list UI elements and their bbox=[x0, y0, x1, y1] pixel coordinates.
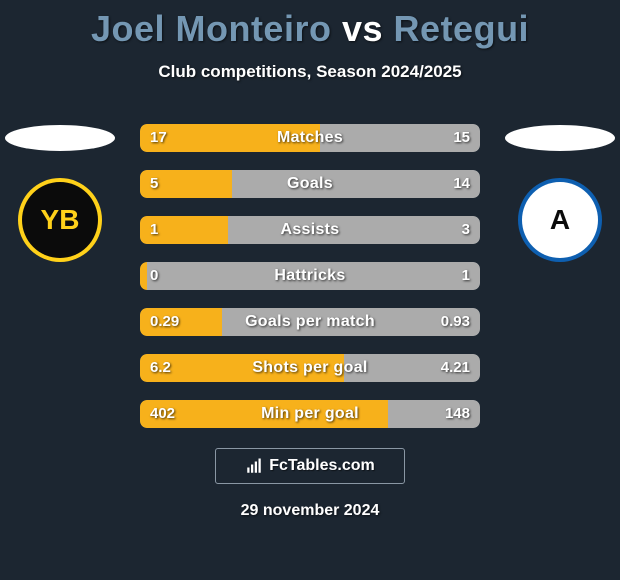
vs-label: vs bbox=[342, 8, 383, 49]
stat-row: 13Assists bbox=[140, 216, 480, 244]
stat-label: Goals bbox=[140, 170, 480, 198]
player1-name: Joel Monteiro bbox=[91, 8, 332, 49]
stat-row: 514Goals bbox=[140, 170, 480, 198]
stat-row: 0.290.93Goals per match bbox=[140, 308, 480, 336]
stats-container: 1715Matches 514Goals 13Assists 01Hattricks 0… bbox=[140, 124, 480, 446]
stat-label: Assists bbox=[140, 216, 480, 244]
stat-row: 6.24.21Shots per goal bbox=[140, 354, 480, 382]
club-badge-right: A bbox=[518, 178, 602, 262]
page-title: Joel Monteiro vs Retegui bbox=[0, 0, 620, 50]
club-badge-right-letters: A bbox=[522, 182, 598, 258]
player2-name: Retegui bbox=[394, 8, 530, 49]
club-badge-left-letters: YB bbox=[22, 182, 98, 258]
stat-label: Min per goal bbox=[140, 400, 480, 428]
brand-box: FcTables.com bbox=[215, 448, 405, 484]
brand-chart-icon bbox=[245, 457, 263, 475]
brand-text: FcTables.com bbox=[269, 457, 375, 475]
club-badge-left: YB bbox=[18, 178, 102, 262]
stat-label: Matches bbox=[140, 124, 480, 152]
stat-row: 01Hattricks bbox=[140, 262, 480, 290]
subtitle: Club competitions, Season 2024/2025 bbox=[0, 62, 620, 82]
stat-row: 1715Matches bbox=[140, 124, 480, 152]
stat-label: Hattricks bbox=[140, 262, 480, 290]
stat-label: Goals per match bbox=[140, 308, 480, 336]
stat-label: Shots per goal bbox=[140, 354, 480, 382]
stat-row: 402148Min per goal bbox=[140, 400, 480, 428]
date-label: 29 november 2024 bbox=[0, 502, 620, 520]
country-flag-right bbox=[505, 125, 615, 151]
country-flag-left bbox=[5, 125, 115, 151]
